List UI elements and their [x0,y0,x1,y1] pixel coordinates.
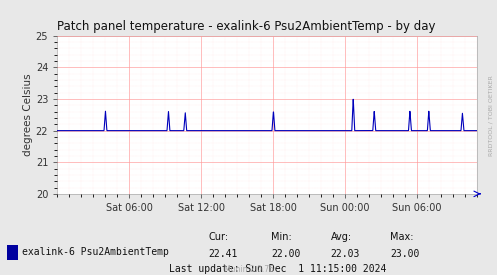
Text: 22.03: 22.03 [331,249,360,259]
Text: 23.00: 23.00 [390,249,419,259]
Text: Cur:: Cur: [209,232,229,242]
Text: Avg:: Avg: [331,232,352,242]
Y-axis label: degrees Celsius: degrees Celsius [23,73,33,156]
Text: Last update: Sun Dec  1 11:15:00 2024: Last update: Sun Dec 1 11:15:00 2024 [169,264,386,274]
Text: Patch panel temperature - exalink-6 Psu2AmbientTemp - by day: Patch panel temperature - exalink-6 Psu2… [57,20,436,33]
Text: RRDTOOL / TOBI OETIKER: RRDTOOL / TOBI OETIKER [489,75,494,156]
Text: 22.41: 22.41 [209,249,238,259]
Text: Munin 2.0.75: Munin 2.0.75 [224,265,273,274]
Text: exalink-6 Psu2AmbientTemp: exalink-6 Psu2AmbientTemp [22,247,169,257]
Text: 22.00: 22.00 [271,249,300,259]
Text: Min:: Min: [271,232,292,242]
Text: Max:: Max: [390,232,414,242]
